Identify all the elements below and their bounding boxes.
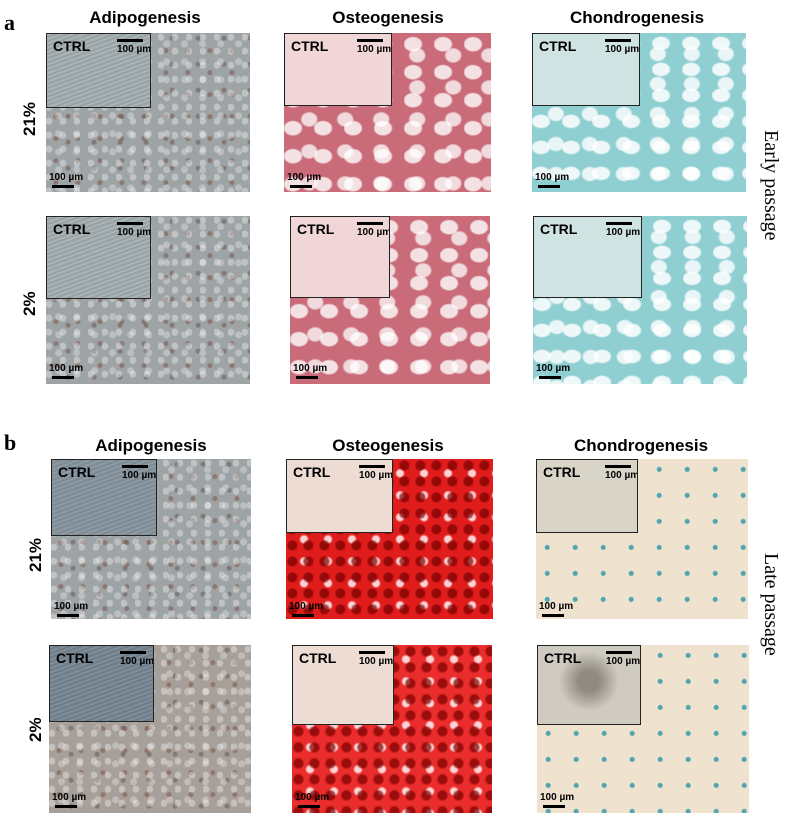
inset-ctrl: CTRL 100 µm	[49, 645, 154, 722]
inset-scale-label: 100 µm	[359, 470, 393, 481]
scale-label: 100 µm	[539, 601, 574, 612]
scale-label: 100 µm	[289, 601, 324, 612]
inset-ctrl-label: CTRL	[544, 650, 582, 666]
inset-scale-bar	[357, 39, 383, 42]
scale-label: 100 µm	[287, 172, 322, 183]
scale-label: 100 µm	[295, 792, 330, 803]
inset-ctrl: CTRL 100 µm	[51, 459, 157, 536]
scale-bar	[55, 805, 77, 808]
scale-bar	[57, 614, 79, 617]
scale-label: 100 µm	[52, 792, 87, 803]
inset-scale-bar	[122, 465, 148, 468]
side-label-early-passage: Early passage	[760, 130, 782, 241]
micrograph-osteogenesis-21-late: CTRL 100 µm 100 µm	[286, 459, 493, 619]
inset-scale-bar	[117, 222, 143, 225]
row-label-2-a: 2%	[20, 291, 39, 316]
scale-label: 100 µm	[536, 363, 571, 374]
inset-ctrl-label: CTRL	[56, 650, 94, 666]
scale-bar	[538, 185, 560, 188]
inset-scale-bar	[359, 465, 385, 468]
micrograph-adipogenesis-2-late: CTRL 100 µm 100 µm	[49, 645, 251, 813]
inset-ctrl-label: CTRL	[293, 464, 331, 480]
column-title-chondrogenesis-a: Chondrogenesis	[569, 8, 705, 27]
inset-scale-label: 100 µm	[606, 656, 641, 667]
inset-ctrl: CTRL 100 µm	[284, 33, 392, 106]
row-label-2-b: 2%	[26, 717, 45, 742]
inset-scale-label: 100 µm	[606, 227, 641, 238]
panel-letter-b: b	[4, 430, 17, 455]
inset-scale-bar	[605, 39, 631, 42]
scale-bar	[543, 805, 565, 808]
inset-ctrl-label: CTRL	[540, 221, 578, 237]
inset-ctrl-label: CTRL	[539, 38, 577, 54]
micrograph-adipogenesis-2-early: CTRL 100 µm 100 µm	[46, 216, 250, 384]
scale-bar	[539, 376, 561, 379]
column-title-adipogenesis-a: Adipogenesis	[89, 8, 201, 27]
inset-scale-label: 100 µm	[120, 656, 154, 667]
scale-bar	[298, 805, 320, 808]
inset-ctrl-label: CTRL	[58, 464, 96, 480]
inset-ctrl: CTRL 100 µm	[532, 33, 640, 106]
inset-scale-bar	[606, 651, 632, 654]
micrograph-chondrogenesis-2-late: CTRL 100 µm 100 µm	[537, 645, 749, 813]
inset-ctrl: CTRL 100 µm	[292, 645, 394, 725]
micrograph-chondrogenesis-21-early: CTRL 100 µm 100 µm	[532, 33, 746, 192]
column-title-chondrogenesis-b: Chondrogenesis	[573, 436, 709, 455]
row-label-21-a: 21%	[20, 101, 39, 136]
micrograph-adipogenesis-21-early: CTRL 100 µm 100 µm	[46, 33, 250, 192]
scale-bar	[290, 185, 312, 188]
scale-label: 100 µm	[540, 792, 575, 803]
inset-scale-label: 100 µm	[605, 44, 640, 55]
inset-ctrl: CTRL 100 µm	[46, 33, 151, 108]
inset-scale-label: 100 µm	[122, 470, 157, 481]
inset-ctrl: CTRL 100 µm	[536, 459, 638, 533]
micrograph-chondrogenesis-21-late: CTRL 100 µm 100 µm	[536, 459, 748, 619]
inset-scale-bar	[357, 222, 383, 225]
scale-bar	[292, 614, 314, 617]
scale-label: 100 µm	[49, 172, 84, 183]
column-title-osteogenesis-b: Osteogenesis	[332, 436, 444, 455]
inset-ctrl-label: CTRL	[53, 221, 91, 237]
scale-bar	[52, 185, 74, 188]
panel-letter-a: a	[4, 10, 15, 35]
micrograph-osteogenesis-2-early: CTRL 100 µm 100 µm	[290, 216, 490, 384]
inset-ctrl: CTRL 100 µm	[290, 216, 390, 298]
column-title-adipogenesis-b: Adipogenesis	[95, 436, 207, 455]
micrograph-chondrogenesis-2-early: CTRL 100 µm 100 µm	[533, 216, 747, 384]
inset-ctrl: CTRL 100 µm	[46, 216, 151, 299]
inset-ctrl-label: CTRL	[543, 464, 581, 480]
inset-ctrl-label: CTRL	[291, 38, 329, 54]
inset-scale-bar	[117, 39, 143, 42]
inset-scale-label: 100 µm	[605, 470, 638, 481]
micrograph-osteogenesis-21-early: CTRL 100 µm 100 µm	[284, 33, 491, 192]
scale-label: 100 µm	[54, 601, 89, 612]
micrograph-osteogenesis-2-late: CTRL 100 µm 100 µm	[292, 645, 492, 813]
inset-ctrl-label: CTRL	[53, 38, 91, 54]
scale-label: 100 µm	[293, 363, 328, 374]
inset-ctrl-label: CTRL	[299, 650, 337, 666]
scale-bar	[542, 614, 564, 617]
inset-scale-label: 100 µm	[357, 227, 390, 238]
scale-label: 100 µm	[535, 172, 570, 183]
scale-bar	[52, 376, 74, 379]
inset-scale-label: 100 µm	[117, 227, 151, 238]
side-label-late-passage: Late passage	[760, 553, 782, 656]
inset-scale-bar	[606, 222, 632, 225]
inset-ctrl-label: CTRL	[297, 221, 335, 237]
inset-scale-label: 100 µm	[117, 44, 151, 55]
scale-label: 100 µm	[49, 363, 84, 374]
inset-ctrl: CTRL 100 µm	[533, 216, 642, 298]
row-label-21-b: 21%	[26, 537, 45, 572]
inset-scale-bar	[359, 651, 385, 654]
inset-scale-bar	[120, 651, 146, 654]
inset-scale-bar	[605, 465, 631, 468]
inset-ctrl: CTRL 100 µm	[286, 459, 393, 533]
micrograph-adipogenesis-21-late: CTRL 100 µm 100 µm	[51, 459, 251, 619]
inset-scale-label: 100 µm	[357, 44, 392, 55]
scale-bar	[296, 376, 318, 379]
column-title-osteogenesis-a: Osteogenesis	[332, 8, 444, 27]
inset-ctrl: CTRL 100 µm	[537, 645, 641, 725]
inset-scale-label: 100 µm	[359, 656, 394, 667]
